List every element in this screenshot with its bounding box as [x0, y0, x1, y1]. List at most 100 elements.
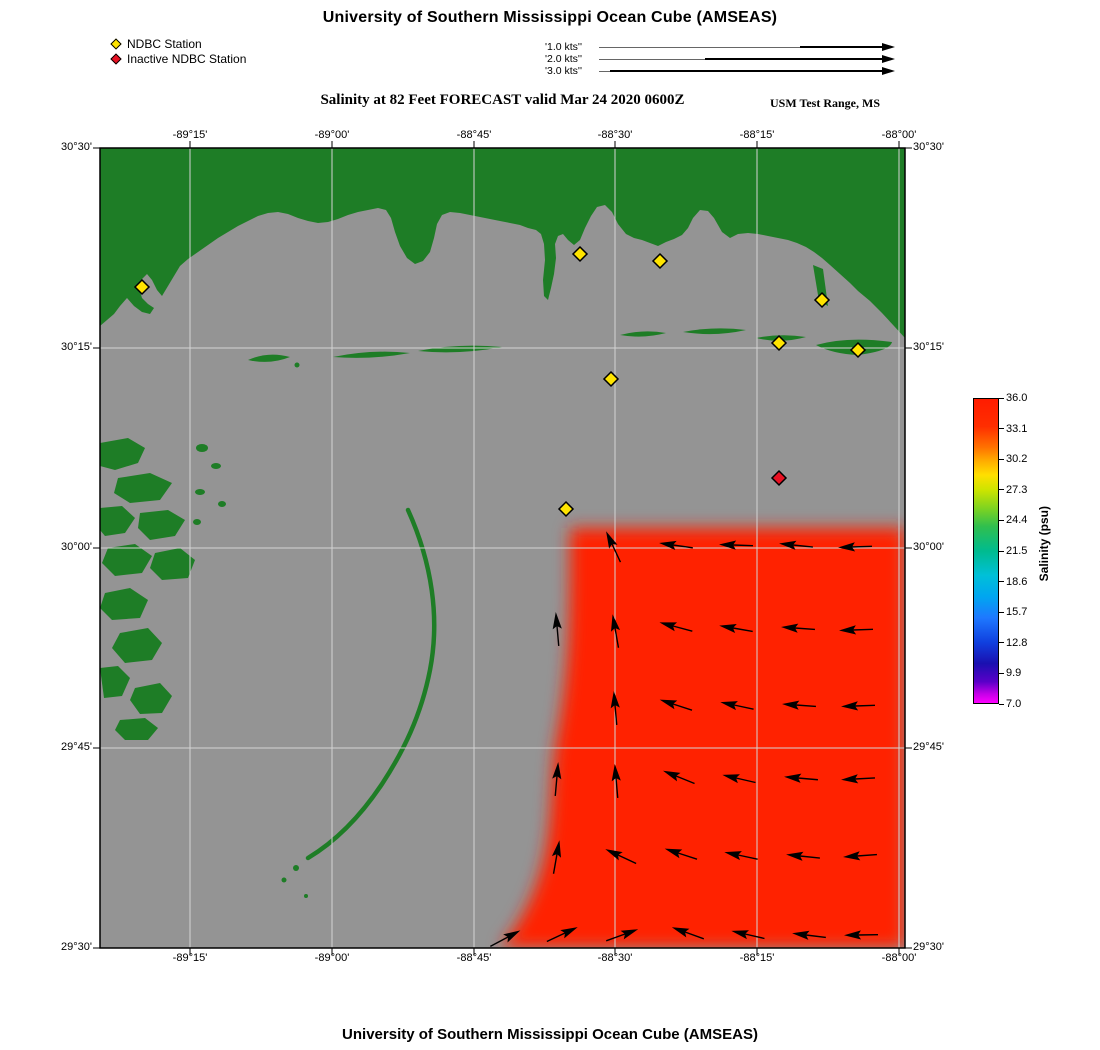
colorbar-tick: [999, 428, 1004, 430]
x-axis-label-top: -88°15': [739, 129, 775, 141]
current-vector-arrow: [786, 851, 820, 861]
colorbar-tick: [999, 581, 1004, 583]
y-axis-label-right: 30°30': [913, 141, 944, 153]
marsh: [114, 473, 172, 503]
ndbc-station-marker: [571, 245, 589, 263]
current-vector-arrow: [719, 623, 753, 634]
x-axis-label-bottom: -88°00': [881, 952, 917, 964]
axis-ticks: [93, 141, 912, 955]
station-markers: [133, 245, 867, 518]
velocity-scale-row: '1.0 kts'': [545, 41, 895, 53]
ndbc-station-marker: [651, 252, 669, 270]
footer-title: University of Southern Mississippi Ocean…: [342, 1026, 758, 1043]
station-diamond-icon: [110, 52, 122, 65]
ndbc-station-marker: [602, 370, 620, 388]
x-axis-label-bottom: -89°15': [172, 952, 208, 964]
velocity-scale-row: '2.0 kts'': [545, 53, 895, 65]
current-vector-arrow: [490, 930, 521, 948]
legend-item: Inactive NDBC Station: [110, 51, 246, 66]
current-vector-arrow: [792, 930, 826, 940]
colorbar-tick-label: 27.3: [1006, 483, 1028, 496]
current-vector-arrow: [724, 851, 758, 861]
y-axis-label-left: 30°15': [61, 341, 92, 353]
current-vector-arrow: [605, 849, 637, 865]
marsh: [102, 544, 152, 576]
current-vector-arrow: [843, 851, 878, 861]
colorbar-tick-label: 7.0: [1006, 698, 1022, 710]
current-vector-arrow: [844, 930, 879, 940]
marsh: [100, 588, 148, 620]
current-vector-arrow: [659, 699, 693, 711]
colorbar-tick-label: 9.9: [1006, 667, 1022, 680]
current-vector-arrow: [552, 612, 562, 646]
velocity-scale-row: '3.0 kts'': [545, 65, 895, 77]
current-vector-arrow: [838, 542, 873, 552]
salinity-colorbar: [973, 398, 999, 704]
y-axis-label-left: 30°00': [61, 541, 92, 553]
land-masses: [100, 148, 905, 898]
colorbar-tick: [999, 703, 1004, 705]
marsh: [100, 666, 130, 698]
inactive-ndbc-station-marker: [770, 469, 788, 487]
marsh: [150, 548, 195, 580]
small-island: [281, 877, 287, 883]
barrier-island: [333, 351, 410, 358]
station-legend: NDBC Station Inactive NDBC Station: [110, 36, 246, 66]
y-axis-label-left: 30°30': [61, 141, 92, 153]
chandeleur-islands: [305, 507, 437, 861]
region-label: USM Test Range, MS: [770, 96, 881, 110]
y-axis-label-left: 29°45': [61, 741, 92, 753]
x-axis-label-bottom: -88°45': [456, 952, 492, 964]
legend-label: NDBC Station: [127, 36, 202, 51]
vector-arrowhead-icon: [882, 43, 895, 51]
current-vector-arrow: [659, 622, 693, 632]
marsh: [130, 683, 172, 714]
x-axis-label-top: -88°30': [597, 129, 633, 141]
x-axis-label-bottom: -89°00': [314, 952, 350, 964]
current-vectors: [490, 531, 879, 948]
map-frame: [99, 147, 906, 949]
ndbc-station-marker: [849, 341, 867, 359]
colorbar-tick-label: 21.5: [1006, 545, 1028, 557]
barrier-island: [418, 345, 502, 353]
y-axis-label-left: 29°30': [61, 941, 92, 953]
colorbar-tick: [999, 458, 1004, 460]
ndbc-station-marker: [813, 291, 831, 309]
barrier-island: [620, 331, 666, 337]
map-subtitle: Salinity at 82 Feet FORECAST valid Mar 2…: [320, 92, 685, 108]
colorbar-tick: [999, 397, 1004, 399]
current-vector-arrow: [841, 774, 876, 784]
x-axis-label-bottom: -88°30': [597, 952, 633, 964]
colorbar-tick-label: 18.6: [1006, 575, 1028, 588]
current-vector-arrow: [839, 625, 874, 635]
marsh: [196, 444, 208, 452]
marsh: [100, 438, 145, 470]
mainland-coast: [100, 148, 905, 338]
current-vector-arrow: [784, 773, 818, 783]
velocity-scale-vector: [599, 41, 895, 53]
current-vector-arrow: [719, 540, 754, 550]
barrier-island: [683, 328, 746, 335]
y-axis-label-right: 29°45': [913, 741, 944, 753]
current-vector-arrow: [782, 700, 817, 710]
colorbar-tick-label: 30.2: [1006, 453, 1028, 466]
legend-item: NDBC Station: [110, 36, 246, 51]
current-vector-arrow: [663, 770, 695, 785]
velocity-scale-vector: [599, 53, 895, 65]
marsh: [138, 510, 185, 540]
small-island: [304, 894, 308, 898]
y-axis-label-right: 30°00': [913, 541, 944, 553]
current-vector-arrow: [779, 540, 813, 550]
x-axis-label-top: -88°00': [881, 129, 917, 141]
current-vector-arrow: [722, 774, 756, 784]
velocity-scale-label: '3.0 kts'': [545, 65, 582, 77]
velocity-scale-label: '2.0 kts'': [545, 53, 582, 65]
marsh: [112, 628, 162, 663]
current-vector-arrow: [610, 614, 621, 648]
ndbc-station-marker: [770, 334, 788, 352]
current-vector-arrow: [781, 623, 816, 633]
legend-label: Inactive NDBC Station: [127, 51, 247, 66]
x-axis-label-top: -89°15': [172, 129, 208, 141]
small-island: [293, 865, 299, 871]
current-vector-arrow: [659, 540, 693, 550]
